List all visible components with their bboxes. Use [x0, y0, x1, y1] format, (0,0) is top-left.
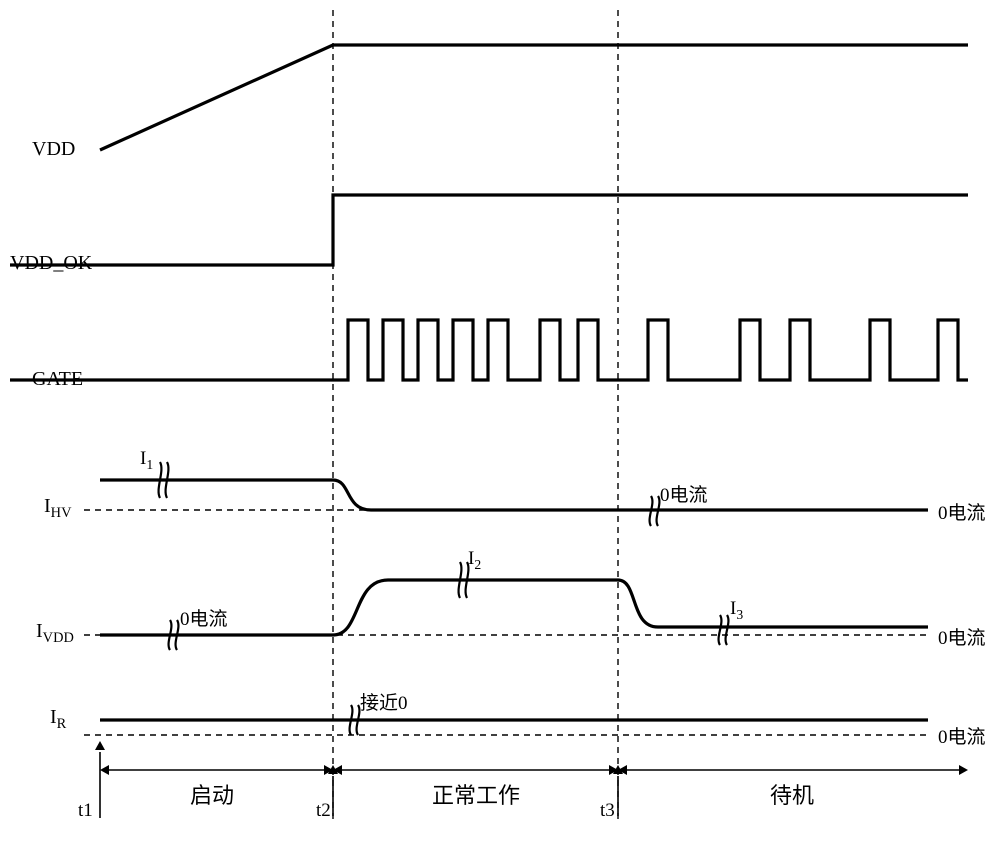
phase-standby: 待机 — [770, 778, 814, 810]
phase-normal: 正常工作 — [432, 778, 520, 810]
label-vdd-ok: VDD_OK — [10, 252, 92, 275]
tmark-t2: t2 — [316, 800, 331, 822]
label-ir: IR — [50, 706, 66, 733]
timing-diagram: VDD VDD_OK GATE IHV IVDD IR 0电流 0电流 0电流 … — [0, 0, 1000, 855]
phase-startup: 启动 — [190, 778, 234, 810]
anno-i3: I3 — [730, 598, 743, 623]
anno-ihv-zero2: 0电流 — [660, 480, 708, 507]
tmark-t1: t1 — [78, 800, 93, 822]
zero-ir-right: 0电流 — [938, 722, 986, 749]
anno-i1: I1 — [140, 448, 153, 473]
label-vdd: VDD — [32, 138, 75, 161]
anno-ivdd-zero: 0电流 — [180, 604, 228, 631]
anno-near0: 接近0 — [360, 688, 408, 715]
zero-ihv-right: 0电流 — [938, 498, 986, 525]
tmark-t3: t3 — [600, 800, 615, 822]
anno-i2: I2 — [468, 548, 481, 573]
label-ivdd: IVDD — [36, 620, 74, 647]
label-gate: GATE — [32, 368, 83, 391]
label-ihv: IHV — [44, 495, 71, 522]
diagram-svg — [0, 0, 1000, 855]
zero-ivdd-right: 0电流 — [938, 623, 986, 650]
